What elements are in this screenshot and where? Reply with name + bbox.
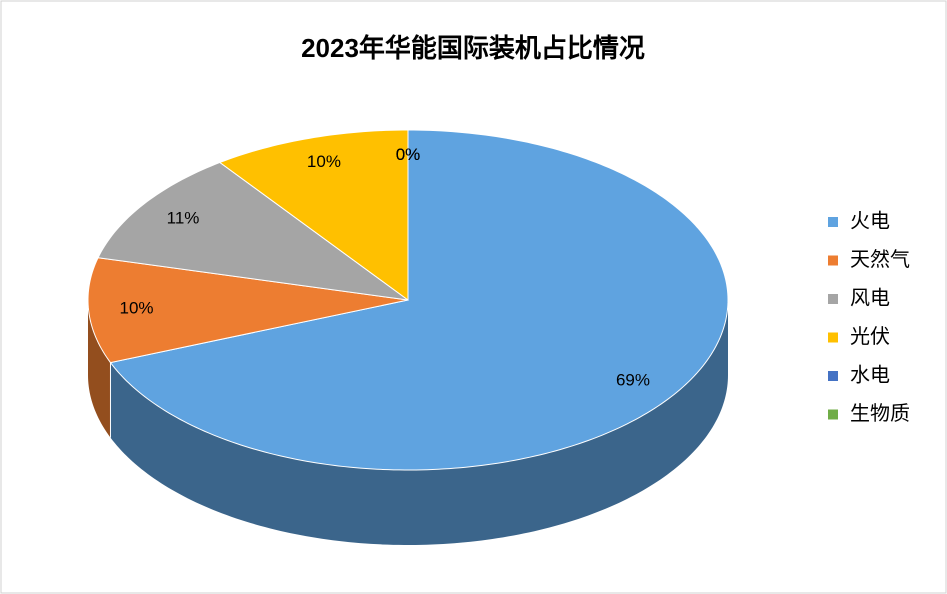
legend-swatch (828, 255, 838, 266)
data-label: 10% (307, 152, 341, 171)
pie-labels: 69%10%11%10% 0%0% (120, 145, 650, 390)
pie-slice (97, 161, 409, 301)
pie-side (88, 300, 111, 438)
legend-label: 天然气 (850, 248, 910, 271)
legend-swatch (828, 217, 838, 227)
legend-label: 光伏 (850, 325, 890, 348)
legend-swatch (828, 332, 838, 343)
data-label: 11% (167, 208, 200, 227)
legend-label: 火电 (850, 209, 890, 232)
legend-swatch (828, 409, 838, 420)
legend-label: 风电 (850, 286, 890, 309)
pie-sides (88, 300, 728, 545)
pie-side (110, 300, 728, 545)
data-label: 0% (396, 145, 421, 164)
chart-title: 2023年华能国际装机占比情况 (301, 33, 645, 63)
pie-slice (109, 129, 729, 471)
data-label: 69% (616, 371, 650, 390)
data-label: 10% (120, 299, 154, 318)
legend-swatch (828, 294, 838, 304)
pie-tops (87, 129, 729, 471)
legend-label: 水电 (850, 363, 890, 386)
legend-label: 生物质 (850, 402, 910, 425)
legend-swatch (828, 371, 838, 381)
data-label: 0% (396, 145, 421, 164)
pie-slice (218, 129, 409, 301)
pie-slice (87, 257, 409, 364)
